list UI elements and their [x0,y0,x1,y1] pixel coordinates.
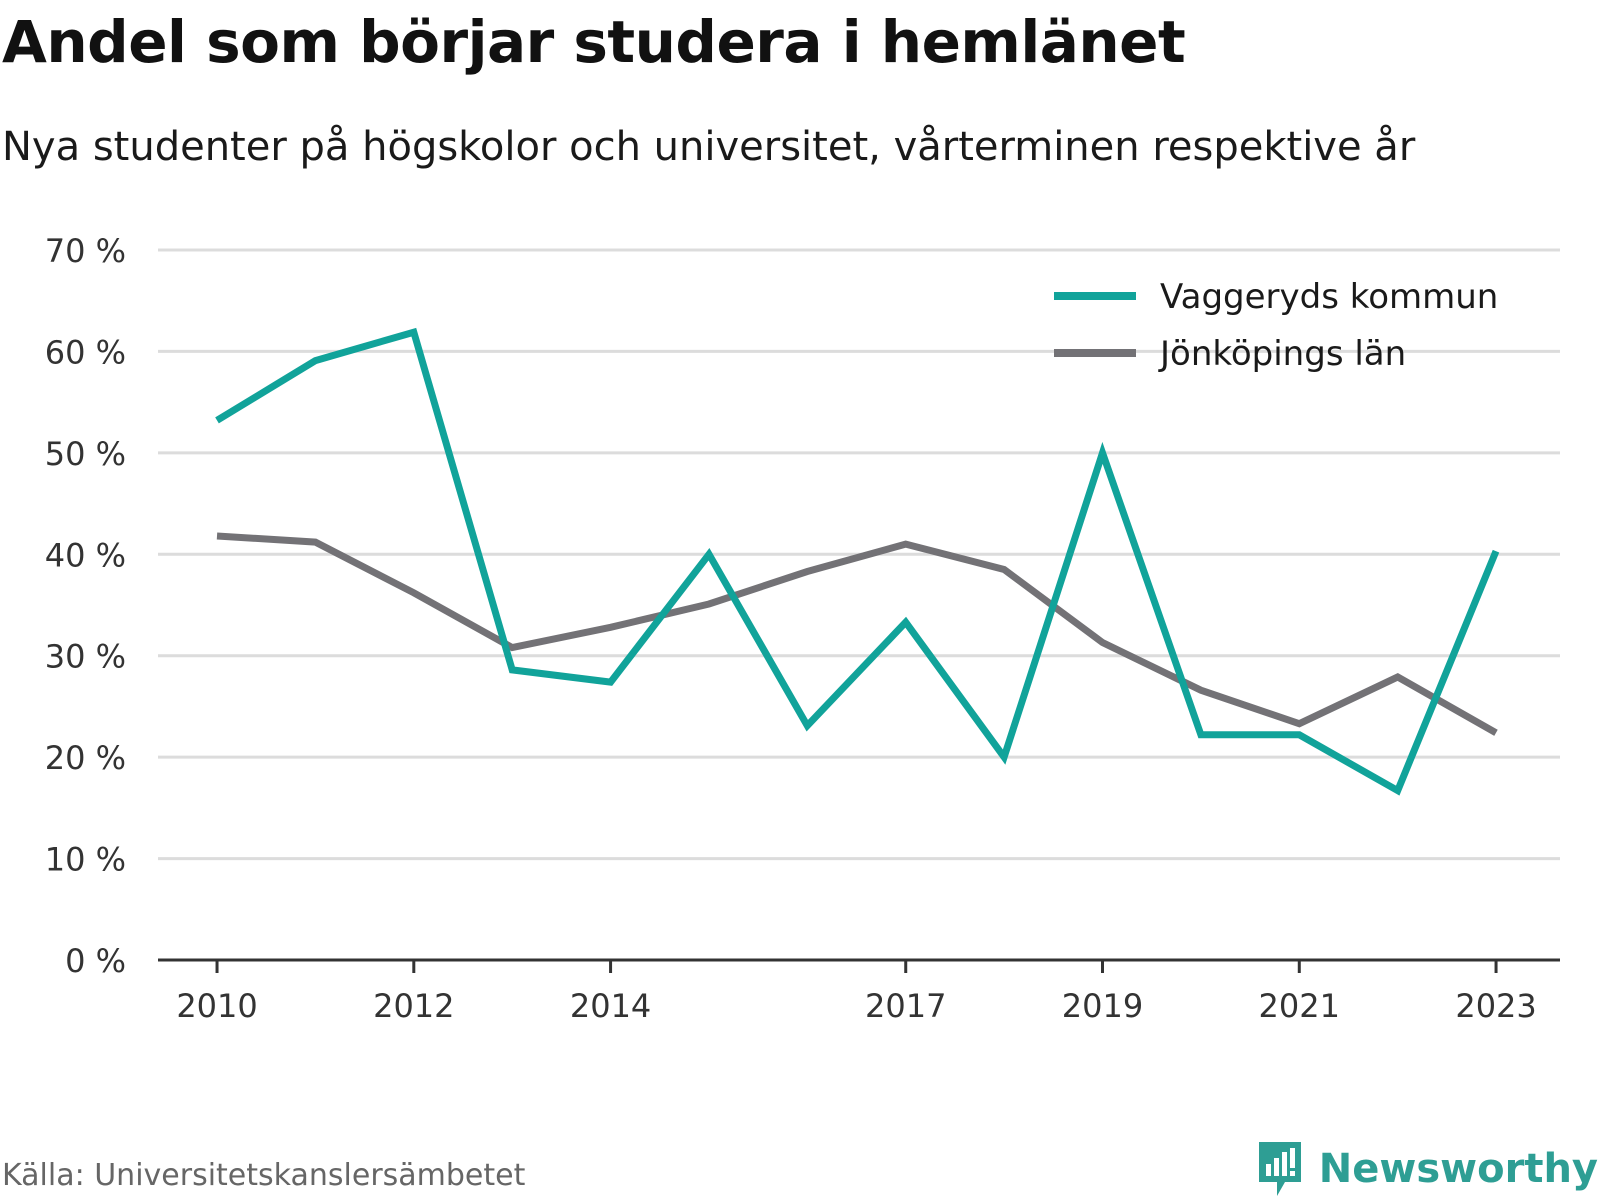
grid-lines [158,248,1560,861]
y-tick-label: 60 % [45,333,126,371]
x-tick-label: 2010 [176,987,257,1025]
y-tick-label: 10 % [45,841,126,879]
bar-chart-speech-icon [1258,1142,1301,1196]
x-axis: 2010 2012 2014 2017 2019 2021 2023 [158,958,1560,1025]
y-tick-label: 20 % [45,739,126,777]
x-tick-label: 2019 [1062,987,1143,1025]
legend-label: Vaggeryds kommun [1160,277,1498,317]
series-lines [215,327,1500,796]
x-tick-label: 2014 [570,987,651,1025]
y-axis-ticks: 0 % 10 % 20 % 30 % 40 % 50 % 60 % 70 % [45,232,126,980]
chart-title: Andel som börjar studera i hemlänet [2,8,1186,76]
source-note: Källa: Universitetskanslersämbetet [2,1158,526,1193]
x-tick-label: 2012 [373,987,454,1025]
x-tick-label: 2017 [865,987,946,1025]
brand-name: Newsworthy [1318,1146,1598,1192]
chart-subtitle: Nya studenter på högskolor och universit… [2,124,1416,170]
legend-label: Jönköpings län [1158,334,1406,374]
series-line-vaggeryds-kommun [215,327,1500,796]
y-tick-label: 50 % [45,435,126,473]
y-tick-label: 0 % [65,942,126,980]
y-tick-label: 30 % [45,638,126,676]
x-tick-label: 2023 [1455,987,1536,1025]
brand-logo: Newsworthy [1255,1138,1598,1200]
y-tick-label: 70 % [45,232,126,270]
line-chart: 0 % 10 % 20 % 30 % 40 % 50 % 60 % 70 % 2010 2012… [45,232,1560,1025]
series-line-j-nk-pings-l-n [216,532,1498,736]
x-tick-label: 2021 [1259,987,1340,1025]
y-tick-label: 40 % [45,536,126,574]
legend: Vaggeryds kommun Jönköpings län [1054,277,1498,374]
